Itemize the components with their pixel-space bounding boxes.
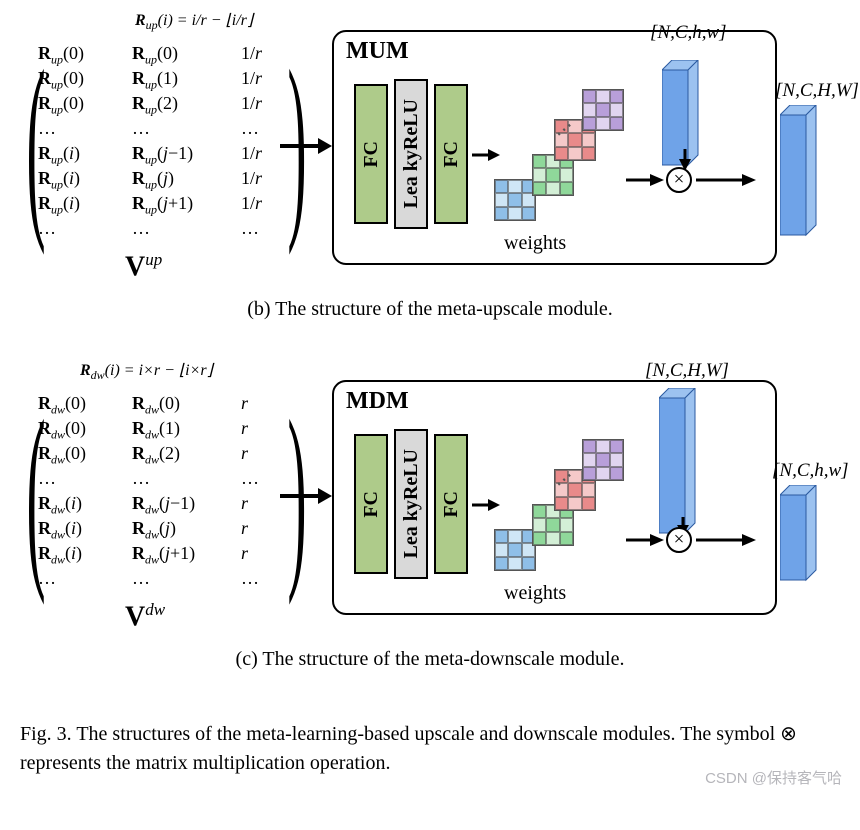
matrix-cell: r xyxy=(241,493,281,518)
weights-stack-c xyxy=(494,434,624,574)
paren-left: ( xyxy=(26,390,31,595)
matrix-cell: Rdw(i) xyxy=(38,518,128,543)
matrix-cell: … xyxy=(38,568,128,593)
matrix-up: ( Rup(0)Rup(0)1/rRup(0)Rup(1)1/rRup(0)Ru… xyxy=(20,40,299,245)
matrix-cell: … xyxy=(241,468,281,493)
matrix-cell: Rdw(2) xyxy=(132,443,237,468)
matrix-cell: r xyxy=(241,443,281,468)
panel-c: Rdw(i) = i×r − ⌊i×r⌋ ( Rdw(0)Rdw(0)rRdw(… xyxy=(20,360,840,680)
leakyrelu-block-c: Lea kyReLU xyxy=(394,429,428,579)
tensor-input-cube-c xyxy=(659,388,697,535)
weight-grid xyxy=(582,89,624,131)
fc-block-2c: FC xyxy=(434,434,468,574)
fc-block-1: FC xyxy=(354,84,388,224)
matrix-cell: Rup(1) xyxy=(132,68,237,93)
fc-block-1c: FC xyxy=(354,434,388,574)
matrix-cell: … xyxy=(38,118,128,143)
matrix-cell: Rup(j) xyxy=(132,168,237,193)
matrix-cell: Rup(0) xyxy=(38,43,128,68)
matrix-cell: Rdw(0) xyxy=(132,393,237,418)
matrix-cell: r xyxy=(241,418,281,443)
matrix-cell: Rdw(0) xyxy=(38,418,128,443)
matrix-cell: r xyxy=(241,543,281,568)
arrow-weights-to-otimes xyxy=(626,172,664,188)
matrix-cell: Rdw(i) xyxy=(38,493,128,518)
formula-up: Rup(i) = i/r − ⌊i/r⌋ xyxy=(135,10,253,33)
otimes-icon: × xyxy=(666,167,692,193)
tensor-in-label-b: [N,C,h,w] xyxy=(650,22,727,44)
matrix-cell: Rup(0) xyxy=(38,93,128,118)
matrix-dw: ( Rdw(0)Rdw(0)rRdw(0)Rdw(1)rRdw(0)Rdw(2)… xyxy=(20,390,299,595)
panel-b: Rup(i) = i/r − ⌊i/r⌋ ( Rup(0)Rup(0)1/rRu… xyxy=(20,10,840,330)
matrix-cell: Rdw(0) xyxy=(38,393,128,418)
tensor-out-label-b: [N,C,H,W] xyxy=(775,80,859,102)
matrix-cell: … xyxy=(132,118,237,143)
mum-box: MUM FC Lea kyReLU FC ⋯ weights xyxy=(332,30,777,265)
matrix-cell: … xyxy=(132,568,237,593)
weights-label-c: weights xyxy=(504,582,566,605)
matrix-cell: Rdw(j+1) xyxy=(132,543,237,568)
tensor-output-cube-c xyxy=(780,485,818,582)
matrix-cell: Rdw(j−1) xyxy=(132,493,237,518)
matrix-cell: … xyxy=(241,568,281,593)
fc-block-2: FC xyxy=(434,84,468,224)
matrix-cell: Rup(2) xyxy=(132,93,237,118)
paren-left: ( xyxy=(26,40,31,245)
v-up-label: Vup xyxy=(125,250,162,283)
weights-label: weights xyxy=(504,232,566,255)
matrix-cell: Rup(0) xyxy=(38,68,128,93)
matrix-cell: … xyxy=(38,468,128,493)
subcaption-c: (c) The structure of the meta-downscale … xyxy=(20,648,840,671)
leakyrelu-block: Lea kyReLU xyxy=(394,79,428,229)
arrow-otimes-out-c xyxy=(696,532,756,548)
matrix-cell: Rup(i) xyxy=(38,143,128,168)
matrix-cell: r xyxy=(241,393,281,418)
weight-grid xyxy=(582,439,624,481)
weight-grid xyxy=(494,179,536,221)
matrix-cell: Rup(j+1) xyxy=(132,193,237,218)
subcaption-b: (b) The structure of the meta-upscale mo… xyxy=(20,298,840,321)
matrix-cell: Rup(0) xyxy=(132,43,237,68)
matrix-cell: Rup(i) xyxy=(38,193,128,218)
matrix-cell: Rup(i) xyxy=(38,168,128,193)
matrix-cell: 1/r xyxy=(241,168,281,193)
matrix-cell: Rup(j−1) xyxy=(132,143,237,168)
matrix-cell: Rdw(i) xyxy=(38,543,128,568)
matrix-cell: 1/r xyxy=(241,43,281,68)
arrow-into-module-c xyxy=(280,485,332,507)
matrix-body-dw: Rdw(0)Rdw(0)rRdw(0)Rdw(1)rRdw(0)Rdw(2)r…… xyxy=(38,390,281,595)
watermark: CSDN @保持客气哈 xyxy=(705,767,842,788)
matrix-cell: 1/r xyxy=(241,68,281,93)
matrix-cell: Rdw(j) xyxy=(132,518,237,543)
matrix-cell: … xyxy=(38,218,128,243)
matrix-cell: r xyxy=(241,518,281,543)
matrix-cell: 1/r xyxy=(241,93,281,118)
matrix-cell: … xyxy=(132,468,237,493)
tensor-in-label-c: [N,C,H,W] xyxy=(645,360,729,382)
matrix-body-up: Rup(0)Rup(0)1/rRup(0)Rup(1)1/rRup(0)Rup(… xyxy=(38,40,281,245)
matrix-cell: Rdw(1) xyxy=(132,418,237,443)
matrix-cell: 1/r xyxy=(241,143,281,168)
formula-dw: Rdw(i) = i×r − ⌊i×r⌋ xyxy=(80,360,213,383)
v-dw-label: Vdw xyxy=(125,600,165,633)
matrix-cell: … xyxy=(241,218,281,243)
matrix-cell: Rdw(0) xyxy=(38,443,128,468)
arrow-otimes-out xyxy=(696,172,756,188)
mum-title: MUM xyxy=(346,38,409,65)
arrow-into-module xyxy=(280,135,332,157)
tensor-out-label-c: [N,C,h,w] xyxy=(772,460,849,482)
matrix-cell: … xyxy=(241,118,281,143)
matrix-cell: … xyxy=(132,218,237,243)
weight-grid xyxy=(494,529,536,571)
otimes-icon-c: × xyxy=(666,527,692,553)
matrix-cell: 1/r xyxy=(241,193,281,218)
mdm-box: MDM FC Lea kyReLU FC ⋯ weights × xyxy=(332,380,777,615)
weights-stack xyxy=(494,84,624,224)
tensor-output-cube-b xyxy=(780,105,818,237)
mdm-title: MDM xyxy=(346,388,409,415)
